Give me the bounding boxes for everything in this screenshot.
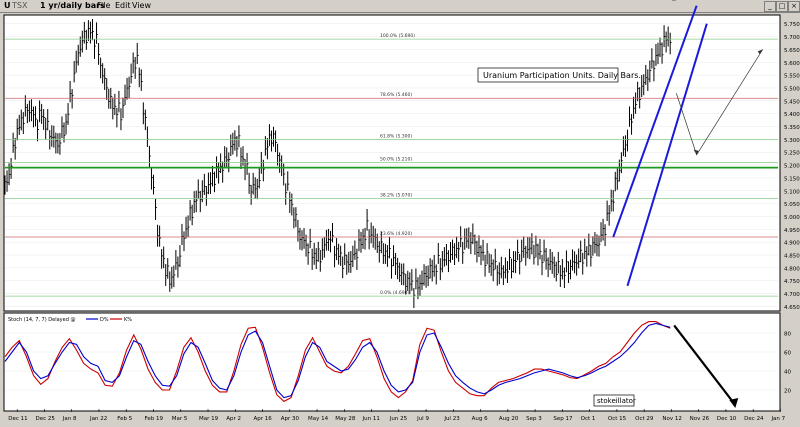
stoch-annotation-box	[593, 394, 635, 407]
y-tick-label: 4.650	[784, 305, 800, 311]
y-tick-label: 5.750	[784, 22, 800, 28]
stoch-annotation: stokeillator	[597, 397, 636, 405]
legend-label-k: K%	[124, 317, 132, 323]
y-tick-label: 5.550	[784, 74, 800, 80]
exchange-label: TSX	[12, 1, 28, 10]
y-tick-label: 5.050	[784, 202, 800, 208]
y-tick-label: 5.450	[784, 99, 800, 105]
x-tick-label: Nov 26	[690, 416, 710, 422]
y-tick-label: 4.950	[784, 228, 800, 234]
projection-arrowhead	[757, 49, 763, 55]
legend-label-d: D%	[100, 317, 109, 323]
minimize-icon[interactable]: _	[764, 1, 776, 12]
menu-view[interactable]: View	[132, 1, 151, 10]
menu-edit[interactable]: Edit	[115, 1, 131, 10]
fib-label: 38.2% (5.070)	[380, 192, 412, 198]
stoch-y-tick: 40	[784, 370, 791, 376]
fib-label: 78.6% (5.460)	[380, 92, 412, 98]
y-tick-label: 5.600	[784, 61, 800, 67]
x-tick-label: Nov 12	[662, 416, 681, 422]
x-tick-label: Oct 1	[581, 416, 596, 422]
x-tick-label: Feb 5	[117, 416, 132, 422]
y-tick-label: 4.850	[784, 254, 800, 260]
y-tick-label: 4.700	[784, 292, 800, 298]
x-tick-label: Dec 25	[35, 416, 55, 422]
x-tick-label: Jan 22	[89, 416, 107, 422]
y-tick-label: 4.800	[784, 266, 800, 272]
channel-line-upper	[612, 5, 698, 238]
fib-label: 0.0% (4.690)	[380, 290, 410, 296]
x-tick-label: Apr 16	[254, 416, 273, 422]
y-tick-label: 4.750	[784, 279, 800, 285]
chart-title: Uranium Participation Units. Daily Bars.	[483, 71, 641, 80]
x-tick-label: Oct 29	[635, 416, 654, 422]
x-tick-label: Dec 11	[8, 416, 27, 422]
x-tick-label: Dec 24	[744, 416, 764, 422]
y-tick-label: 5.350	[784, 125, 800, 131]
x-tick-label: Sep 3	[526, 416, 542, 422]
x-tick-label: May 14	[308, 416, 329, 422]
stoch-y-tick: 60	[784, 351, 791, 357]
projection-arrowhead	[693, 149, 699, 155]
x-tick-label: Jan 8	[62, 416, 77, 422]
menu-file[interactable]: File	[97, 1, 111, 10]
y-tick-label: 5.250	[784, 151, 800, 157]
x-tick-label: Sep 17	[553, 416, 573, 422]
stoch-down-arrow	[673, 324, 737, 406]
y-tick-label: 5.150	[784, 176, 800, 182]
x-tick-label: Jul 9	[416, 416, 429, 422]
x-tick-label: Apr 30	[281, 416, 300, 422]
x-tick-label: Jul 23	[443, 416, 460, 422]
period-dropdown[interactable]: 1 yr/daily bars	[40, 1, 105, 10]
fib-label: 50.0% (5.210)	[380, 157, 412, 163]
maximize-icon[interactable]: □	[776, 1, 788, 12]
stoch-series-D%	[4, 322, 671, 399]
x-tick-label: Mar 5	[172, 416, 188, 422]
y-tick-label: 5.100	[784, 189, 800, 195]
x-tick-label: Feb 19	[144, 416, 163, 422]
x-tick-label: Aug 20	[499, 416, 519, 422]
x-tick-label: Jun 25	[389, 416, 408, 422]
x-tick-label: Jun 11	[362, 416, 380, 422]
x-tick-label: Aug 6	[472, 416, 488, 422]
x-tick-label: Apr 2	[226, 416, 241, 422]
y-tick-label: 5.700	[784, 35, 800, 41]
y-tick-label: 4.900	[784, 241, 800, 247]
channel-line-lower	[626, 23, 708, 287]
chart-title-box	[477, 67, 619, 83]
stoch-y-tick: 20	[784, 389, 791, 395]
fib-label: 23.6% (4.920)	[380, 231, 412, 237]
y-tick-label: 5.200	[784, 164, 800, 170]
stochastic-panel	[3, 312, 781, 412]
x-tick-label: Mar 19	[199, 416, 219, 422]
y-tick-label: 5.400	[784, 112, 800, 118]
y-tick-label: 5.000	[784, 215, 800, 221]
chart-toolbar: U TSX 1 yr/daily bars File Edit View _ □…	[0, 0, 800, 13]
x-tick-label: Jan 7	[770, 416, 785, 422]
symbol-label[interactable]: U	[4, 1, 11, 10]
y-tick-label: 5.300	[784, 138, 800, 144]
x-tick-label: Oct 15	[608, 416, 627, 422]
stoch-arrowhead	[729, 398, 739, 408]
fib-label: 100.0% (5.690)	[380, 33, 415, 39]
fib-label: 61.8% (5.300)	[380, 133, 412, 139]
y-tick-label: 5.650	[784, 48, 800, 54]
x-tick-label: May 28	[335, 416, 356, 422]
stoch-header: Stoch (14, 7, 7) Delayed @	[8, 317, 75, 323]
stoch-y-tick: 80	[784, 332, 791, 338]
x-tick-label: Dec 10	[717, 416, 737, 422]
y-tick-label: 5.500	[784, 86, 800, 92]
